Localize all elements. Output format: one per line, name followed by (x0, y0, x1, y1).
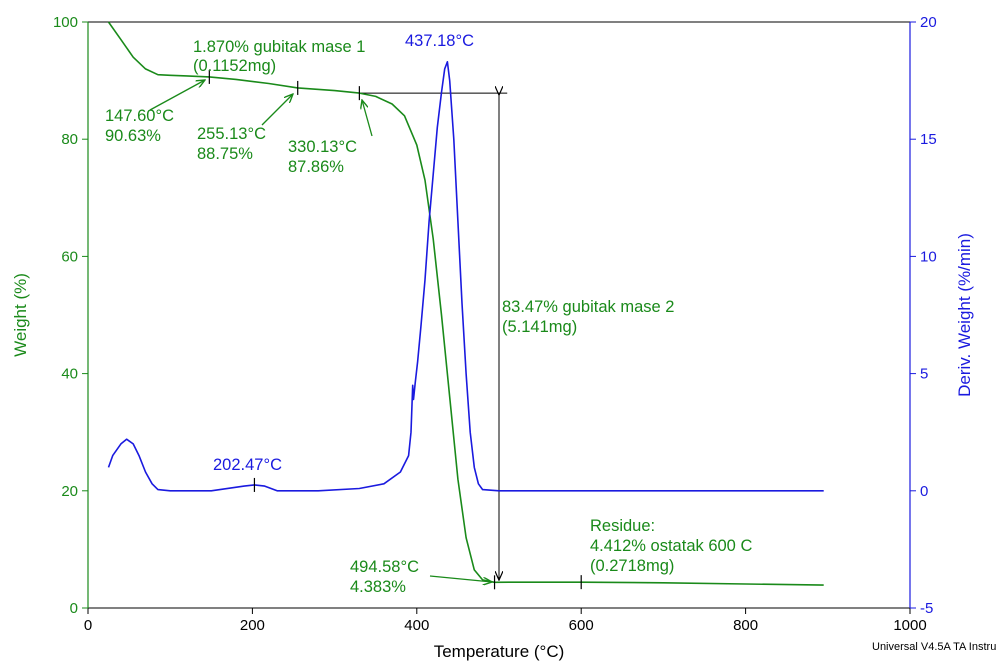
annotation-147c: 147.60°C 90.63% (105, 107, 179, 145)
y-tick-label-left: 60 (61, 248, 78, 265)
y-tick-label-left: 100 (53, 14, 78, 31)
annotation-residue: Residue: 4.412% ostatak 600 C (0.2718mg) (590, 517, 757, 575)
annotation-494c: 494.58°C 4.383% (350, 558, 424, 596)
x-tick-label: 0 (84, 617, 92, 634)
arrow-255c (261, 94, 293, 126)
annotation-mass-loss-1: 1.870% gubitak mase 1 (0.1152mg) (193, 38, 370, 75)
y-axis-title-right: Deriv. Weight (%/min) (955, 233, 974, 397)
annotation-437c: 437.18°C (405, 32, 474, 50)
y-tick-label-left: 20 (61, 483, 78, 500)
footer-credit: Universal V4.5A TA Instruments (872, 641, 996, 653)
x-axis-title: Temperature (°C) (434, 642, 565, 661)
y-tick-label-left: 80 (61, 131, 78, 148)
annotation-202c: 202.47°C (213, 456, 282, 474)
x-tick-label: 800 (733, 617, 758, 634)
deriv-weight-curve (107, 60, 824, 492)
y-tick-label-right: 0 (920, 483, 928, 500)
x-tick-label: 1000 (893, 617, 926, 634)
y-tick-label-right: 20 (920, 14, 937, 31)
y-tick-label-left: 40 (61, 366, 78, 383)
arrow-147c (149, 80, 205, 111)
weight-curve (107, 21, 824, 586)
x-tick-label: 200 (240, 617, 265, 634)
annotation-330c: 330.13°C 87.86% (288, 138, 362, 176)
x-tick-label: 400 (404, 617, 429, 634)
y-axis-title-left: Weight (%) (11, 273, 30, 357)
y-tick-label-right: 10 (920, 248, 937, 265)
annotation-255c: 255.13°C 88.75% (197, 125, 271, 163)
y-tick-label-right: -5 (920, 600, 933, 617)
y-tick-label-right: 15 (920, 131, 937, 148)
y-tick-label-left: 0 (70, 600, 78, 617)
x-tick-label: 600 (569, 617, 594, 634)
arrow-494c (429, 575, 492, 582)
y-tick-label-right: 5 (920, 366, 928, 383)
arrow-330c (362, 100, 373, 137)
annotation-mass-loss-2: 83.47% gubitak mase 2 (5.141mg) (502, 298, 679, 336)
